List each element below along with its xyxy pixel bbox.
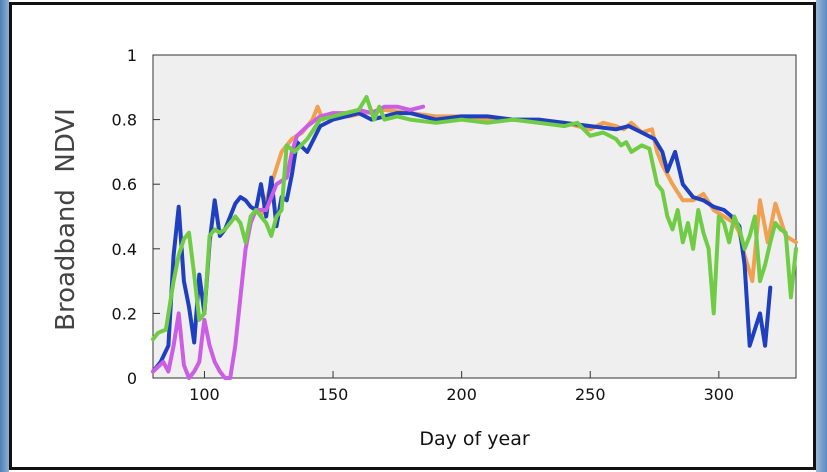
y-tick-label: 0.8 (112, 111, 137, 130)
axis-layer: 100 150 200 250 300 0 0.2 0.4 0.6 0.8 1 (112, 46, 735, 404)
x-tick-label: 100 (189, 385, 220, 404)
y-tick-label: 0.2 (112, 304, 137, 323)
x-tick-label: 150 (318, 385, 349, 404)
y-tick-label: 0 (127, 369, 137, 388)
y-tick-label: 0.4 (112, 240, 137, 259)
y-tick-label: 0.6 (112, 175, 137, 194)
series-layer (151, 95, 798, 380)
y-tick-label: 1 (127, 46, 137, 65)
series-line-2 (151, 111, 773, 374)
y-axis-title: Broadband NDVI (51, 108, 81, 331)
x-tick-label: 200 (446, 385, 477, 404)
x-axis-title: Day of year (419, 428, 529, 450)
x-tick-label: 250 (575, 385, 606, 404)
right-border-strip (816, 0, 827, 472)
left-border-strip (0, 0, 9, 472)
series-line-4 (151, 95, 798, 342)
x-tick-label: 300 (704, 385, 735, 404)
